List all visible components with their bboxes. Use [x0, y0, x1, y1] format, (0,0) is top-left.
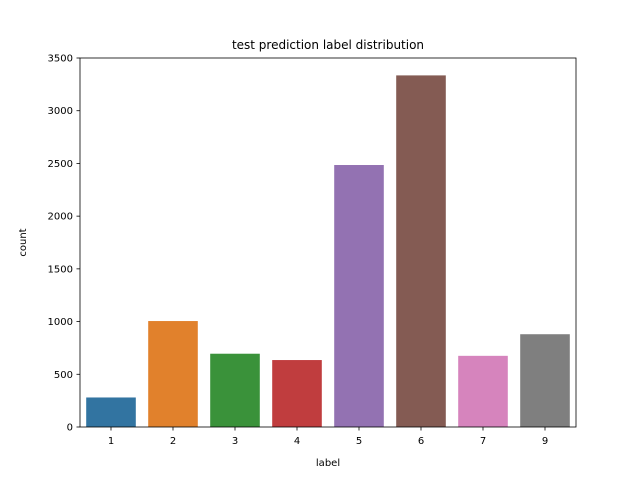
plot-frame [79, 57, 577, 428]
bar-7 [458, 355, 508, 427]
y-tick-label: 2500 [48, 159, 73, 170]
x-tick-label: 7 [480, 436, 486, 447]
bar-3 [210, 353, 260, 427]
x-tick-label: 1 [108, 436, 114, 447]
x-axis-label: label [316, 458, 340, 469]
x-tick-label: 4 [294, 436, 300, 447]
y-tick-label: 1000 [48, 317, 73, 328]
x-tick-label: 5 [356, 436, 362, 447]
x-tick-label: 2 [170, 436, 176, 447]
bar-2 [148, 321, 198, 427]
bar-1 [86, 397, 136, 427]
y-tick-label: 1500 [48, 264, 73, 275]
bar-5 [334, 165, 384, 427]
bar-6 [396, 75, 446, 427]
bar-4 [272, 360, 322, 427]
x-axis-ticks: 1 2 3 4 5 6 7 9 [108, 427, 548, 447]
x-tick-label: 9 [542, 436, 548, 447]
x-tick-label: 6 [418, 436, 424, 447]
y-tick-label: 0 [67, 423, 73, 434]
bar-9 [520, 334, 570, 427]
y-axis-label: count [18, 228, 29, 256]
y-tick-label: 2000 [48, 212, 73, 223]
y-tick-label: 3500 [48, 54, 73, 65]
chart-title: test prediction label distribution [232, 38, 424, 52]
y-tick-label: 3000 [48, 106, 73, 117]
y-tick-label: 500 [54, 370, 73, 381]
x-tick-label: 3 [232, 436, 238, 447]
bars-group [86, 75, 570, 427]
y-axis-ticks: 0 500 1000 1500 2000 2500 3000 3500 [48, 54, 80, 434]
